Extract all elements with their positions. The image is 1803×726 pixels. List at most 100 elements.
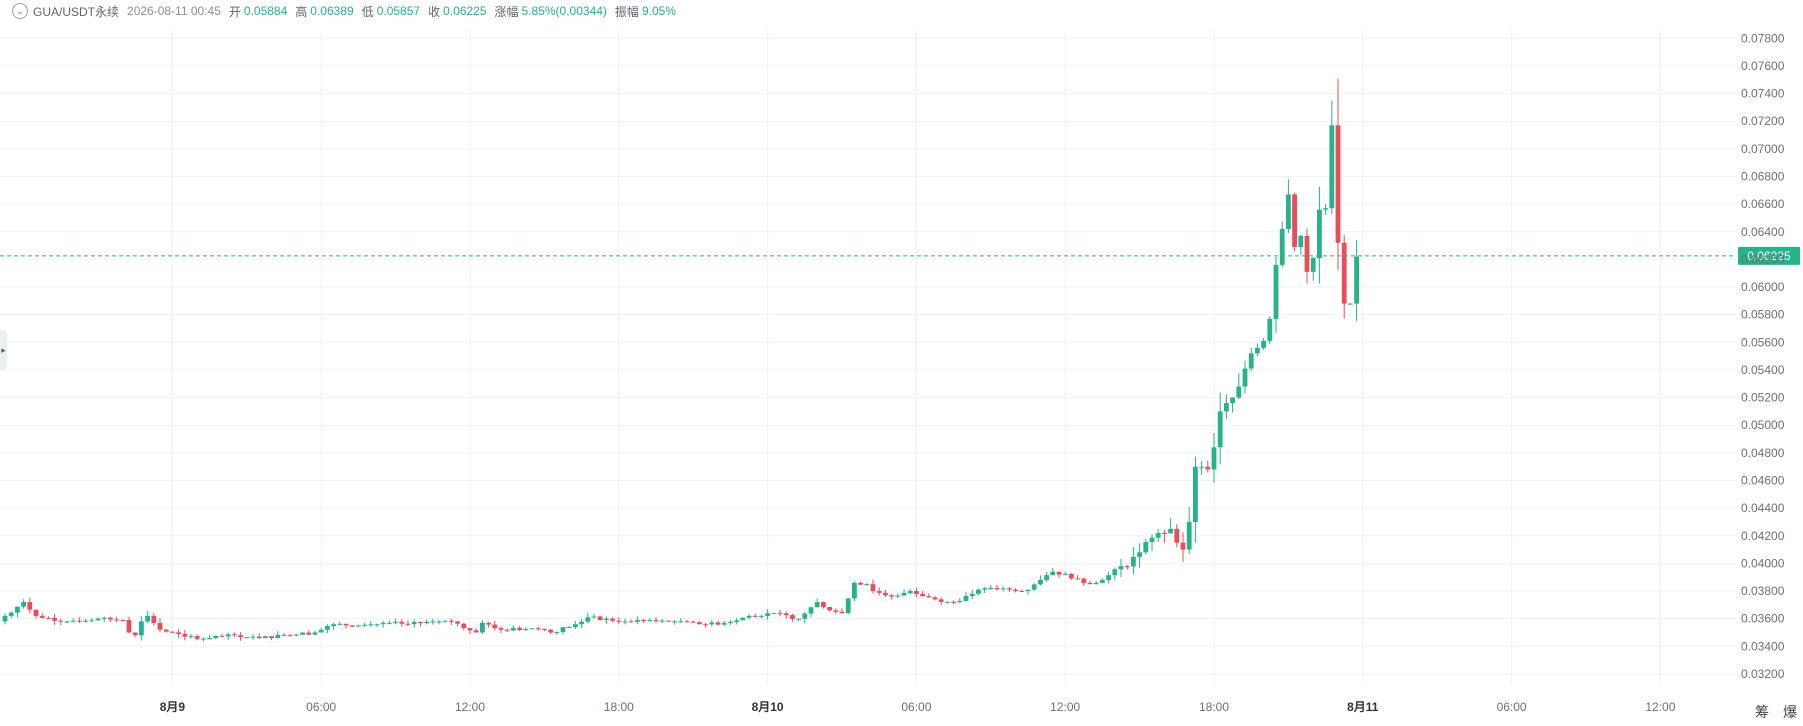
last-price-tag — [1738, 246, 1800, 265]
candle-body — [1081, 578, 1087, 583]
candle-body — [101, 617, 107, 619]
candle-body — [225, 634, 231, 637]
candle-body — [1348, 303, 1353, 305]
liquidation-toggle[interactable]: 爆 — [1783, 704, 1797, 720]
chips-toggle[interactable]: 筹 — [1755, 704, 1769, 720]
candle-body — [1093, 582, 1099, 585]
high-label: 高 — [295, 4, 308, 19]
candle-body — [759, 615, 764, 617]
candle-body — [1174, 528, 1180, 543]
candle-body — [95, 618, 101, 621]
candle-body — [542, 628, 547, 630]
candle-body — [1242, 368, 1248, 387]
price-lines: 0.06225 — [0, 246, 1800, 265]
candle-body — [703, 624, 708, 626]
candle-body — [269, 636, 274, 639]
candle-body — [951, 601, 956, 603]
candle-body — [1236, 386, 1242, 398]
candle-body — [765, 613, 770, 616]
candle-body — [777, 613, 783, 615]
candle-body — [957, 600, 963, 603]
candle-body — [151, 615, 157, 624]
candle-body — [176, 632, 181, 635]
open-value: 0.05884 — [243, 4, 288, 18]
candle-body — [1075, 578, 1080, 580]
candle-body — [1354, 256, 1359, 304]
candle-body — [77, 620, 82, 622]
candle-body — [8, 612, 14, 616]
candle-body — [554, 631, 560, 633]
candle-body — [1050, 571, 1056, 576]
candle-body — [1025, 589, 1031, 592]
candle-body — [1230, 397, 1235, 404]
y-tick-label: 0.03400 — [1741, 639, 1785, 653]
candle-body — [672, 621, 677, 623]
candle-body — [566, 627, 572, 629]
candle-body — [659, 620, 665, 622]
candle-body — [845, 598, 851, 614]
candle-body — [52, 617, 57, 621]
candle-body — [1031, 584, 1037, 590]
candle-body — [907, 591, 913, 594]
candle-body — [405, 623, 411, 625]
candle-body — [560, 627, 566, 632]
candle-body — [114, 619, 119, 621]
candle-body — [287, 635, 293, 637]
candle-body — [876, 591, 882, 593]
expand-panel-handle[interactable]: ▸ — [0, 330, 7, 370]
candle-body — [1000, 588, 1006, 590]
candle-body — [83, 620, 88, 622]
candle-body — [349, 625, 355, 627]
candle-body — [504, 629, 510, 631]
candle-body — [300, 632, 305, 635]
candle-body — [597, 616, 603, 621]
candle-body — [411, 621, 417, 625]
candles — [2, 78, 1359, 642]
y-tick-label: 0.06200 — [1741, 252, 1785, 266]
candle-body — [808, 607, 814, 614]
candle-body — [306, 632, 312, 635]
y-tick-label: 0.06000 — [1741, 280, 1785, 294]
chart-grid — [0, 30, 1736, 685]
candle-body — [1211, 447, 1217, 470]
candle-body — [870, 584, 876, 592]
candle-body — [883, 592, 888, 596]
chevron-right-icon: ▸ — [1, 344, 6, 355]
candle-body — [263, 636, 268, 639]
x-tick-label: 12:00 — [1645, 700, 1675, 714]
candle-body — [790, 615, 795, 619]
candle-body — [219, 635, 225, 637]
candle-body — [325, 626, 330, 630]
candle-body — [281, 634, 287, 636]
candle-body — [585, 617, 591, 622]
x-tick-label: 06:00 — [306, 700, 336, 714]
candle-body — [709, 622, 715, 625]
candle-body — [480, 622, 485, 633]
candle-body — [914, 591, 919, 595]
x-tick-label: 8月11 — [1347, 700, 1379, 714]
close-value: 0.06225 — [443, 4, 487, 18]
candle-body — [1329, 125, 1335, 209]
candle-body — [1069, 573, 1074, 579]
candle-body — [771, 613, 777, 615]
low-value: 0.05857 — [376, 4, 421, 18]
candle-body — [1304, 235, 1310, 272]
candle-body — [89, 620, 95, 622]
y-tick-label: 0.05000 — [1741, 418, 1785, 432]
candle-body — [1019, 591, 1025, 593]
candle-body — [529, 628, 535, 630]
candle-body — [523, 628, 529, 631]
candle-body — [1248, 353, 1254, 369]
candle-body — [591, 616, 597, 618]
y-tick-label: 0.03600 — [1741, 612, 1785, 626]
candle-body — [548, 629, 553, 633]
candle-body — [734, 620, 739, 622]
candle-body — [201, 638, 206, 640]
candle-body — [312, 632, 318, 635]
y-axis: 0.03200 0.03400 0.03600 0.03800 0.04000 0.042… — [1741, 31, 1785, 681]
candle-body — [424, 621, 429, 624]
candle-body — [163, 629, 169, 632]
candle-body — [244, 637, 250, 639]
collapse-chevron-icon[interactable]: ⌄ — [12, 3, 28, 19]
